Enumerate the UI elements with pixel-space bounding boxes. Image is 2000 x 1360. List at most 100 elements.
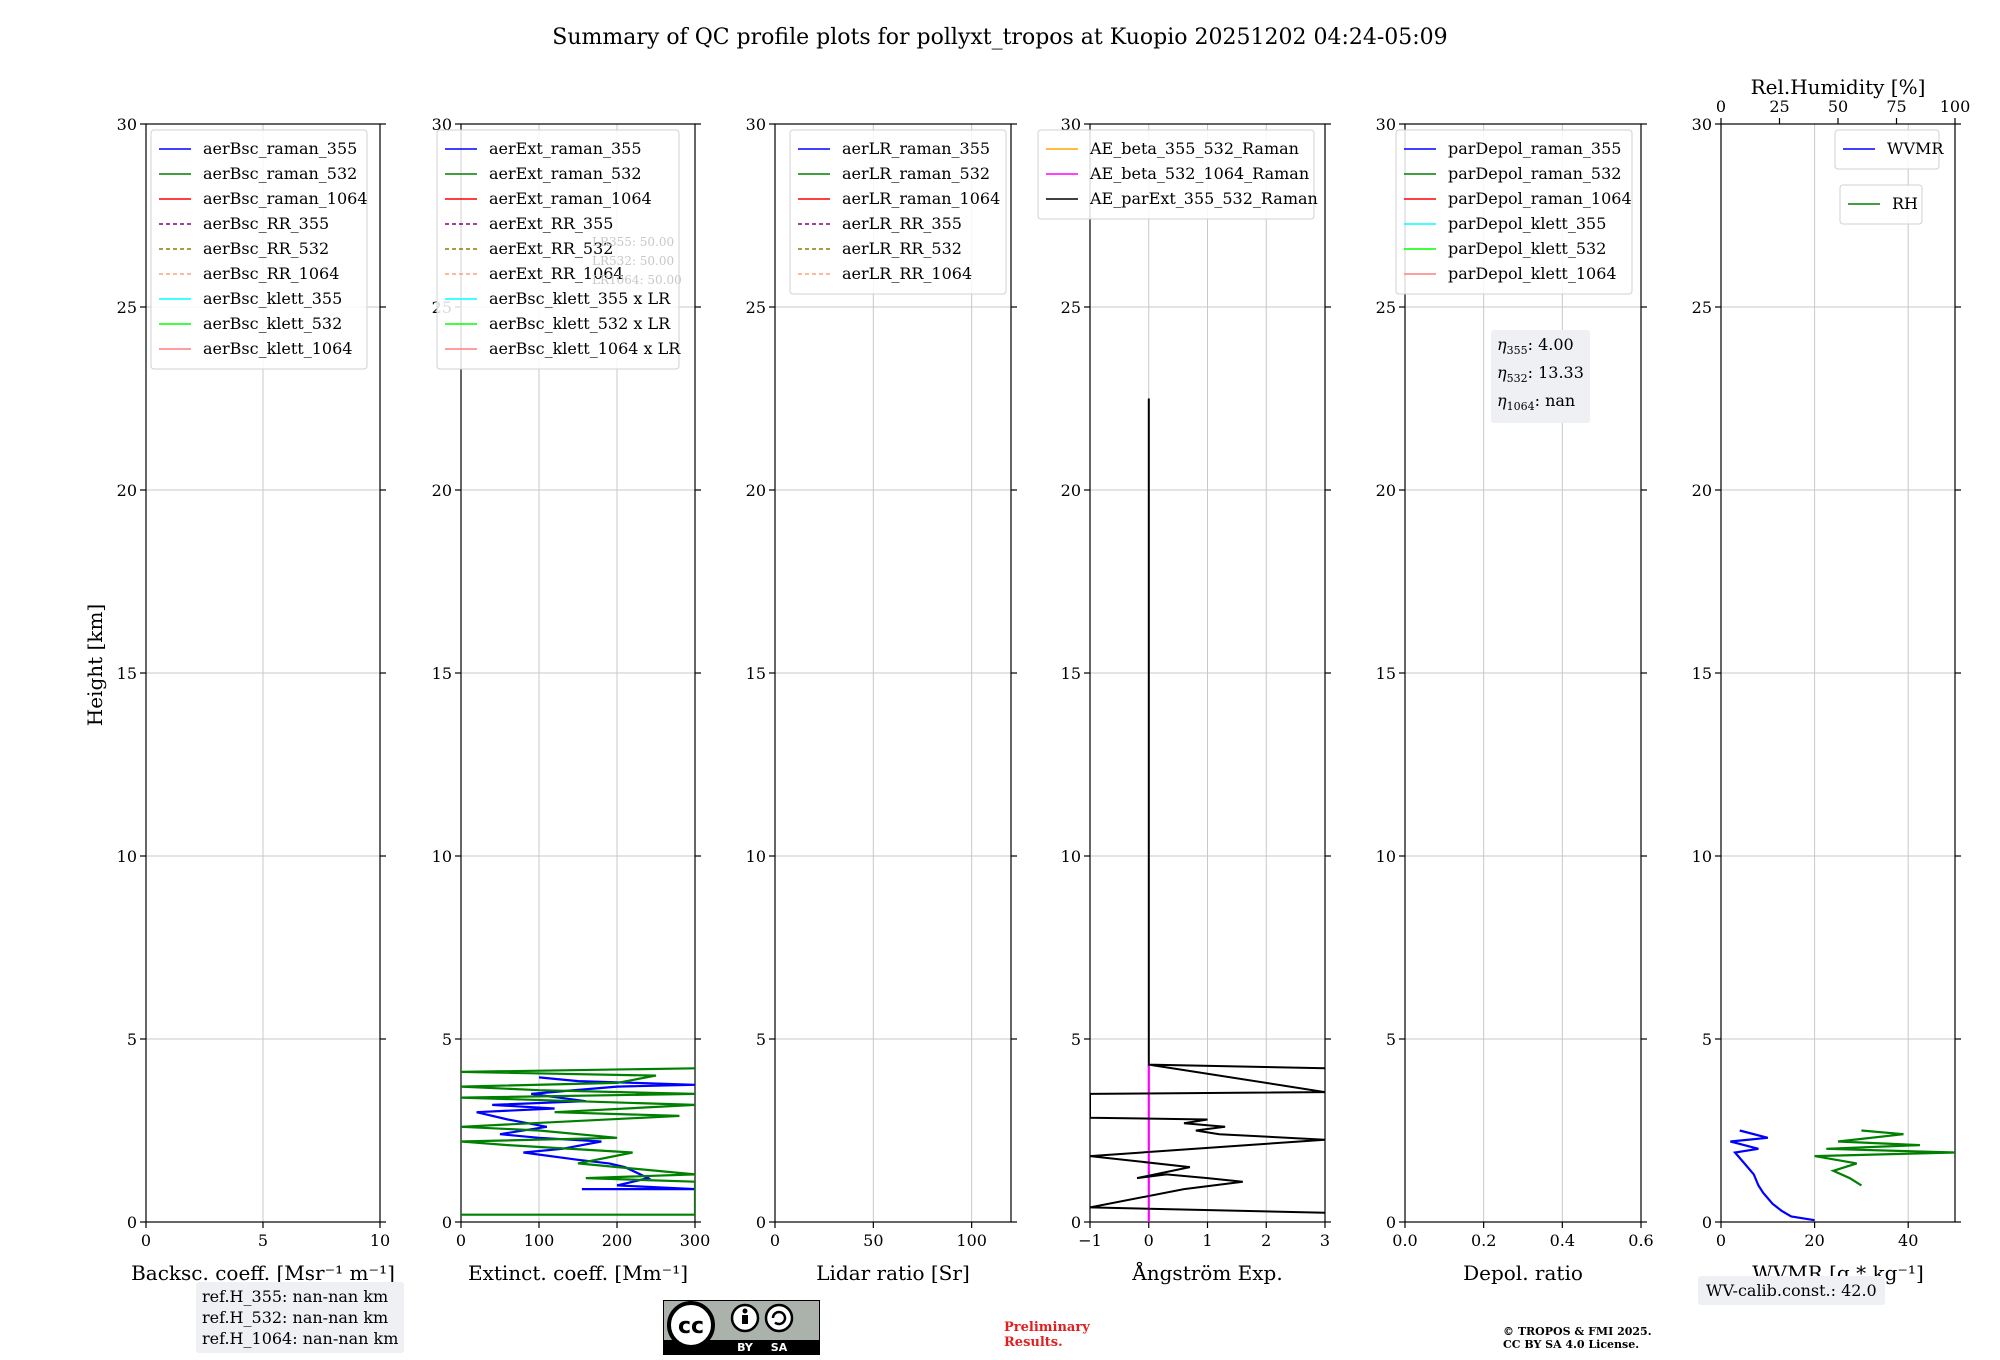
badge-by-label: BY — [737, 1341, 754, 1354]
x-tick-label: 40 — [1898, 1231, 1918, 1250]
legend-entry: AE_beta_355_532_Raman — [1089, 139, 1299, 158]
x-tick-label: 300 — [680, 1231, 711, 1250]
y-tick-label: 20 — [117, 481, 137, 500]
x-tick-label: 0 — [456, 1231, 466, 1250]
legend-entry: aerBsc_klett_355 x LR — [489, 289, 671, 308]
x-tick-label: 10 — [370, 1231, 390, 1250]
y-tick-label: 20 — [746, 481, 766, 500]
legend-entry: aerBsc_RR_355 — [203, 214, 329, 233]
badge-sa-label: SA — [771, 1341, 788, 1354]
y-tick-label: 20 — [1692, 481, 1712, 500]
y-tick-label: 15 — [117, 664, 137, 683]
series-line-wvmr — [1730, 1129, 1815, 1222]
y-tick-label: 10 — [432, 847, 452, 866]
cc-icon — [667, 1301, 715, 1349]
y-tick-label: 30 — [1376, 115, 1396, 134]
top-x-tick-label: 0 — [1716, 97, 1726, 116]
x-axis-label: Lidar ratio [Sr] — [816, 1261, 970, 1285]
top-axis-label: Rel.Humidity [%] — [1751, 75, 1926, 99]
y-tick-label: 5 — [127, 1030, 137, 1049]
y-tick-label: 30 — [746, 115, 766, 134]
legend: AE_beta_355_532_Raman AE_beta_532_1064_Ra… — [1037, 129, 1318, 220]
ghost-line: LR355: 50.00 — [592, 235, 675, 249]
y-tick-label: 30 — [432, 115, 452, 134]
x-tick-label: 3 — [1320, 1231, 1330, 1250]
legend-box — [1834, 129, 1940, 170]
y-tick-label: 5 — [442, 1030, 452, 1049]
x-tick-label: 0 — [770, 1231, 780, 1250]
legend-box — [436, 129, 680, 370]
x-tick-label: 0.6 — [1628, 1231, 1653, 1250]
y-tick-label: 0 — [756, 1213, 766, 1232]
legend-box — [1037, 129, 1315, 220]
y-tick-label: 20 — [432, 481, 452, 500]
legend: WVMR — [1834, 129, 1944, 170]
legend-entry: aerExt_raman_1064 — [489, 189, 652, 208]
x-axis-label: Extinct. coeff. [Mm⁻¹] — [468, 1261, 688, 1285]
top-x-tick-label: 50 — [1828, 97, 1848, 116]
ref-height-532: ref.H_532: nan-nan km — [202, 1308, 389, 1327]
sa-icon — [764, 1303, 794, 1333]
y-tick-label: 15 — [746, 664, 766, 683]
top-x-tick-label: 100 — [1940, 97, 1971, 116]
y-tick-label: 0 — [1071, 1213, 1081, 1232]
panel-dep: 0 5 10 15 20 25 30 0.0 0.2 0.4 0.6 Depol. ratio parD… — [1376, 115, 1654, 1285]
y-tick-label: 5 — [1702, 1030, 1712, 1049]
x-tick-label: 0.0 — [1392, 1231, 1417, 1250]
eta-355: η355: 4.00 — [1497, 335, 1574, 358]
top-x-tick-label: 75 — [1886, 97, 1906, 116]
y-tick-label: 0 — [1702, 1213, 1712, 1232]
top-x-tick-label: 25 — [1769, 97, 1789, 116]
x-tick-label: 0 — [1144, 1231, 1154, 1250]
copyright-line: © TROPOS & FMI 2025. — [1503, 1325, 1652, 1338]
legend-entry: aerLR_raman_355 — [842, 139, 990, 158]
figure-title: Summary of QC profile plots for pollyxt_… — [552, 25, 1447, 50]
legend-box — [789, 129, 1007, 295]
y-tick-label: 10 — [1692, 847, 1712, 866]
legend-box — [150, 129, 368, 370]
y-tick-label: 5 — [1386, 1030, 1396, 1049]
legend: aerLR_raman_355 aerLR_raman_532 aerLR_rama… — [789, 129, 1007, 295]
y-tick-label: 30 — [117, 115, 137, 134]
legend-entry: AE_beta_532_1064_Raman — [1089, 164, 1309, 183]
x-tick-label: 2 — [1261, 1231, 1271, 1250]
y-tick-label: 5 — [1071, 1030, 1081, 1049]
y-tick-label: 25 — [746, 298, 766, 317]
x-tick-label: 100 — [524, 1231, 555, 1250]
legend-entry: aerBsc_klett_532 — [203, 314, 342, 333]
legend-entry: aerBsc_klett_1064 — [203, 339, 352, 358]
y-tick-label: 25 — [1376, 298, 1396, 317]
x-tick-label: 50 — [863, 1231, 883, 1250]
preliminary-line: Preliminary — [1004, 1320, 1090, 1335]
legend-entry: aerExt_raman_355 — [489, 139, 642, 158]
x-tick-label: 0.4 — [1550, 1231, 1575, 1250]
legend-entry: aerExt_RR_1064 — [489, 264, 624, 283]
y-tick-label: 10 — [117, 847, 137, 866]
x-tick-label: 0.2 — [1471, 1231, 1496, 1250]
preliminary-note: Preliminary Results. — [1004, 1320, 1090, 1350]
legend-entry: AE_parExt_355_532_Raman — [1089, 189, 1318, 208]
legend-entry: aerLR_raman_1064 — [842, 189, 1000, 208]
eta-box: η355: 4.00 η532: 13.33 η1064: nan — [1491, 330, 1590, 423]
eta-532: η532: 13.33 — [1497, 363, 1584, 386]
legend-entry: parDepol_klett_532 — [1448, 239, 1606, 258]
legend-entry: aerBsc_raman_1064 — [203, 189, 368, 208]
legend-entry: parDepol_raman_355 — [1448, 139, 1621, 158]
legend-box — [1839, 184, 1923, 225]
cc-license-badge: cc BY SA — [663, 1300, 820, 1355]
y-tick-label: 15 — [1376, 664, 1396, 683]
ghost-line: LR1064: 50.00 — [592, 273, 682, 287]
legend-rh: RH — [1839, 184, 1923, 225]
reference-heights-box: ref.H_355: nan-nan km ref.H_532: nan-nan… — [196, 1282, 405, 1353]
legend-entry: aerLR_RR_355 — [842, 214, 962, 233]
legend: aerBsc_raman_355 aerBsc_raman_532 aerBsc_r… — [150, 129, 368, 370]
panel-bsc: 0 5 10 15 20 25 30 0 5 10 Backsc. coeff. [Msr⁻¹ m⁻… — [117, 115, 395, 1285]
series-line-aerext-raman-532 — [461, 1067, 695, 1216]
x-tick-label: 0 — [141, 1231, 151, 1250]
y-tick-label: 20 — [1376, 481, 1396, 500]
legend-entry: aerExt_RR_532 — [489, 239, 613, 258]
copyright-note: © TROPOS & FMI 2025. CC BY SA 4.0 Licens… — [1503, 1325, 1652, 1351]
